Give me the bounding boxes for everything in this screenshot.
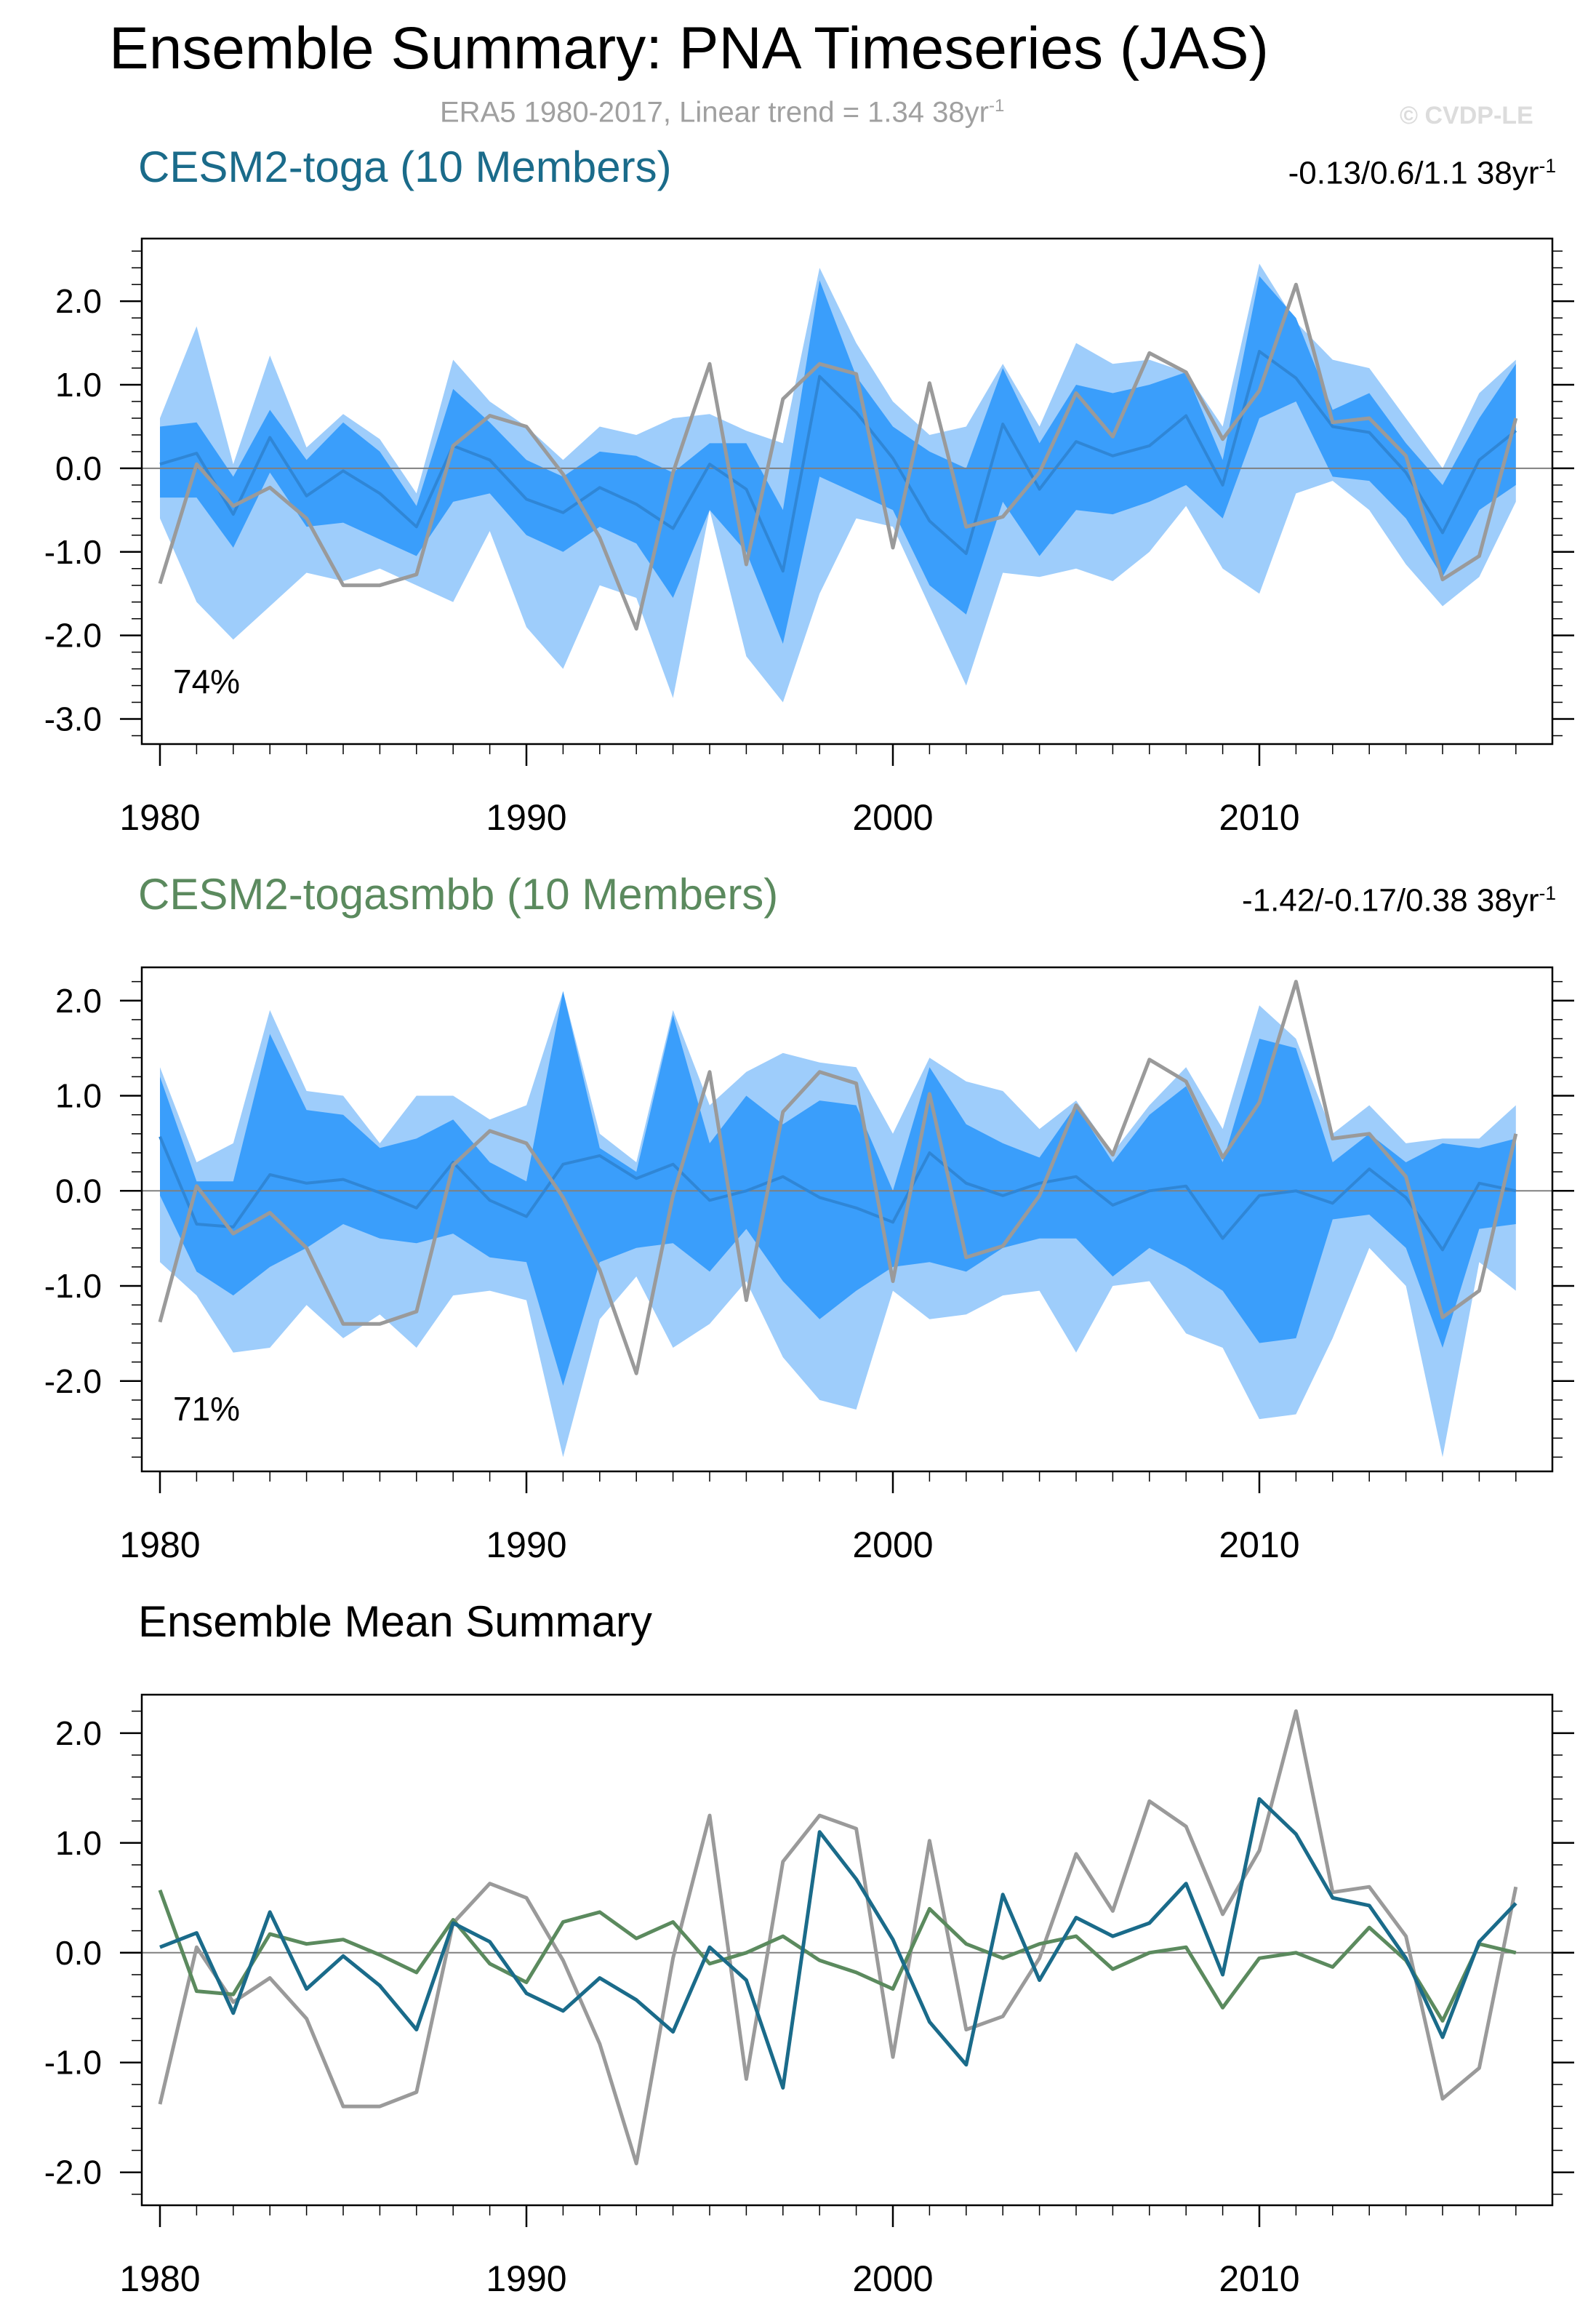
- x-tick-label: 2010: [1219, 2258, 1299, 2299]
- ensemble-mean-title: Ensemble Mean Summary: [138, 1597, 652, 1646]
- plot-frame-toga: [140, 237, 1554, 746]
- trend-label-toga: -0.13/0.6/1.1 38yr-1: [1288, 155, 1556, 191]
- correlation-percent-toga: 74%: [173, 663, 240, 700]
- y-tick-label: -1.0: [44, 533, 102, 571]
- panel-title-togasmbb: CESM2-togasmbb (10 Members): [138, 870, 779, 919]
- chart-panel-summary: -2.0 -1.0 0.0 1.0 2.0 1980 1990 2000 2010: [44, 1693, 1574, 2299]
- y-tick-label: 0.0: [55, 449, 102, 487]
- y-tick-label: 0.0: [55, 1172, 102, 1210]
- inner-spread-band-togasmbb: [160, 991, 1516, 1386]
- x-tick-label: 2000: [852, 1524, 933, 1565]
- togasmbb-mean-line: [158, 1889, 1517, 2023]
- y-tick-label: 1.0: [55, 366, 102, 404]
- y-tick-label: 1.0: [55, 1077, 102, 1115]
- chart-subtitle: ERA5 1980-2017, Linear trend = 1.34 38yr…: [440, 96, 1005, 129]
- era5-line-togasmbb: [158, 980, 1518, 1375]
- ensemble-mean-line-togasmbb: [159, 1135, 1517, 1252]
- x-tick-label: 1990: [486, 1524, 566, 1565]
- y-tick-label: -1.0: [44, 2044, 102, 2082]
- panel-title-toga: CESM2-toga (10 Members): [138, 143, 672, 191]
- y-tick-label: 2.0: [55, 282, 102, 320]
- x-tick-label: 1980: [119, 2258, 200, 2299]
- chart-panel-toga: -3.0 -2.0 -1.0 0.0 1.0 2.0 1980 1990 2000 2010 74%: [44, 237, 1574, 838]
- x-tick-label: 2010: [1219, 797, 1299, 838]
- credit-watermark: © CVDP-LE: [1400, 102, 1533, 129]
- y-tick-label: -3.0: [44, 700, 102, 738]
- era5-line-toga: [158, 282, 1518, 631]
- y-tick-label: 2.0: [55, 982, 102, 1020]
- inner-spread-band-toga: [160, 276, 1516, 644]
- y-tick-label: 2.0: [55, 1714, 102, 1752]
- era5-line-summary: [158, 1709, 1518, 2166]
- x-tick-label: 2000: [852, 797, 933, 838]
- x-tick-label: 2000: [852, 2258, 933, 2299]
- toga-mean-line: [159, 1797, 1517, 2090]
- y-tick-label: -2.0: [44, 2154, 102, 2191]
- plot-frame-togasmbb: [140, 966, 1554, 1473]
- ensemble-mean-line-toga: [159, 350, 1517, 573]
- x-tick-label: 1980: [119, 1524, 200, 1565]
- x-tick-label: 2010: [1219, 1524, 1299, 1565]
- plot-frame-summary: [140, 1693, 1554, 2207]
- x-tick-label: 1980: [119, 797, 200, 838]
- y-tick-label: -2.0: [44, 1362, 102, 1400]
- y-tick-label: -2.0: [44, 617, 102, 655]
- correlation-percent-togasmbb: 71%: [173, 1390, 240, 1428]
- x-tick-label: 1990: [486, 2258, 566, 2299]
- page-title: Ensemble Summary: PNA Timeseries (JAS): [109, 15, 1269, 81]
- chart-panel-togasmbb: -2.0 -1.0 0.0 1.0 2.0 1980 1990 2000 2010 71%: [44, 966, 1574, 1565]
- y-tick-label: 0.0: [55, 1934, 102, 1972]
- trend-label-togasmbb: -1.42/-0.17/0.38 38yr-1: [1242, 882, 1556, 919]
- x-tick-label: 1990: [486, 797, 566, 838]
- y-tick-label: -1.0: [44, 1267, 102, 1305]
- y-tick-label: 1.0: [55, 1824, 102, 1862]
